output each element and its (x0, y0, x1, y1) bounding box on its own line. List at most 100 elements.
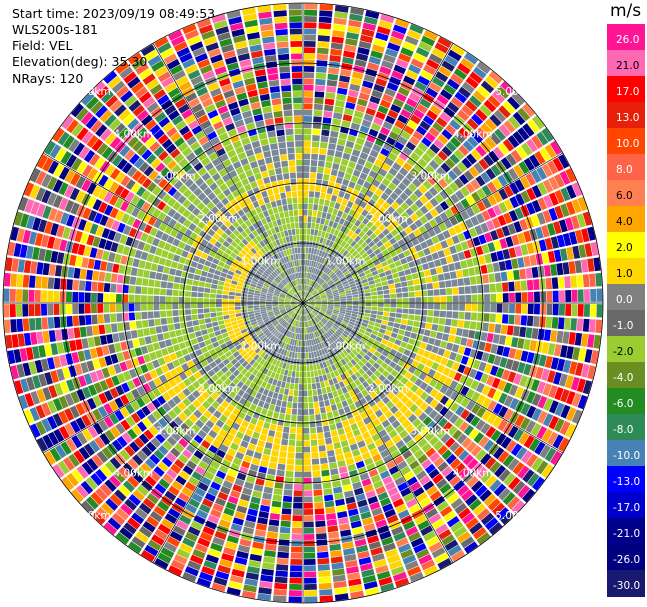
velocity-gate (142, 521, 156, 533)
velocity-gate (228, 216, 236, 224)
velocity-gate (365, 385, 374, 394)
velocity-gate (343, 227, 351, 235)
velocity-gate (329, 328, 336, 334)
velocity-gate (308, 327, 311, 334)
velocity-gate (159, 310, 167, 318)
velocity-gate (583, 304, 590, 317)
velocity-gate (291, 299, 297, 302)
velocity-gate (289, 427, 296, 434)
velocity-gate (232, 140, 242, 149)
velocity-gate (226, 10, 241, 19)
velocity-gate (172, 211, 182, 221)
velocity-gate (408, 503, 421, 514)
velocity-gate (338, 312, 345, 317)
velocity-gate (405, 389, 414, 399)
velocity-gate (140, 345, 149, 355)
velocity-gate (201, 498, 214, 508)
velocity-gate (199, 276, 207, 282)
velocity-gate (217, 564, 231, 574)
velocity-gate (64, 393, 75, 407)
velocity-gate (323, 173, 330, 181)
velocity-gate (365, 303, 372, 307)
velocity-gate (109, 413, 120, 425)
velocity-gate (238, 425, 247, 434)
velocity-gate (443, 349, 451, 359)
velocity-gate (303, 103, 313, 110)
velocity-gate (257, 320, 264, 326)
velocity-gate (332, 377, 339, 385)
velocity-gate (241, 309, 248, 313)
velocity-gate (317, 230, 322, 237)
velocity-gate (307, 209, 313, 216)
velocity-gate (328, 220, 334, 228)
velocity-gate (247, 328, 255, 334)
velocity-gate (262, 368, 269, 375)
velocity-gate (351, 328, 359, 334)
velocity-gate (283, 278, 289, 284)
velocity-gate (287, 292, 293, 297)
velocity-gate (288, 331, 292, 338)
velocity-gate (278, 186, 285, 193)
velocity-gate (303, 340, 306, 347)
velocity-gate (305, 315, 308, 321)
velocity-gate (132, 104, 145, 117)
velocity-gate (403, 471, 415, 481)
velocity-gate (305, 308, 308, 315)
velocity-gate (384, 508, 397, 519)
velocity-gate (366, 377, 374, 385)
velocity-gate (307, 306, 313, 311)
velocity-gate (103, 282, 111, 293)
velocity-gate (287, 147, 295, 154)
velocity-gate (336, 388, 344, 396)
velocity-gate (240, 328, 248, 334)
velocity-gate (122, 245, 131, 256)
velocity-gate (136, 109, 149, 122)
velocity-gate (285, 297, 292, 300)
velocity-gate (126, 428, 138, 440)
velocity-gate (318, 204, 324, 212)
velocity-gate (486, 333, 494, 343)
velocity-gate (338, 190, 345, 198)
velocity-gate (234, 416, 243, 425)
velocity-gate (294, 247, 298, 254)
velocity-gate (202, 526, 215, 536)
velocity-gate (335, 99, 345, 108)
velocity-gate (340, 414, 348, 422)
velocity-gate (41, 418, 52, 433)
velocity-gate (496, 507, 510, 521)
velocity-gate (387, 391, 396, 400)
velocity-gate (118, 484, 131, 497)
velocity-gate (318, 349, 323, 356)
velocity-gate (96, 450, 109, 464)
velocity-gate (355, 434, 364, 443)
velocity-gate (183, 354, 192, 362)
velocity-gate (298, 308, 301, 315)
velocity-gate (264, 550, 276, 558)
velocity-gate (198, 136, 209, 146)
velocity-gate (299, 309, 302, 315)
velocity-gate (210, 336, 218, 344)
velocity-gate (285, 128, 294, 136)
velocity-gate (525, 420, 536, 434)
velocity-gate (268, 404, 276, 412)
velocity-gate (481, 385, 491, 396)
velocity-gate (395, 439, 405, 449)
velocity-gate (233, 237, 241, 245)
velocity-gate (197, 354, 206, 362)
velocity-gate (297, 333, 300, 340)
velocity-gate (214, 66, 227, 76)
velocity-gate (346, 431, 354, 440)
velocity-gate (241, 300, 247, 303)
velocity-gate (345, 140, 355, 149)
velocity-gate (137, 241, 146, 251)
velocity-gate (197, 303, 204, 309)
velocity-gate (76, 432, 88, 445)
velocity-gate (158, 116, 171, 128)
velocity-gate (215, 26, 230, 36)
velocity-gate (193, 226, 202, 235)
velocity-gate (219, 244, 227, 252)
velocity-gate (291, 304, 297, 307)
velocity-gate (290, 312, 296, 318)
velocity-gate (309, 414, 315, 422)
velocity-gate (315, 316, 321, 322)
